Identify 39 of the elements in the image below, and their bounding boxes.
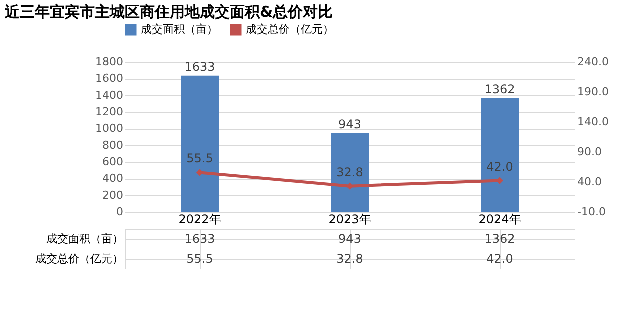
y2-tick-label: 140.0	[578, 116, 609, 128]
y2-tick-label: 90.0	[578, 146, 602, 158]
text: 42.0	[486, 160, 514, 174]
y-tick-label: 1400	[96, 88, 124, 102]
text: 1633	[184, 60, 216, 74]
y2-tick-label: 40.0	[578, 176, 602, 188]
x-tick-label: 2023年	[328, 212, 372, 226]
y-tick-label: 1600	[96, 72, 124, 86]
y-tick-label: 400	[102, 172, 124, 186]
y-tick-label: 200	[102, 188, 124, 202]
x-tick-label: 2024年	[478, 212, 522, 226]
data-label: 943	[338, 232, 362, 246]
text: 成交总价（亿元）	[36, 252, 124, 266]
text: 943	[338, 117, 362, 132]
y-tick-label: 600	[102, 156, 124, 168]
data-label: 42.0	[486, 252, 514, 266]
legend-label: 成交总价（亿元）	[246, 23, 334, 36]
text: 1362	[484, 82, 516, 96]
bar	[181, 76, 219, 212]
y-tick-label: 0	[116, 206, 124, 218]
y-tick-label: 1000	[96, 122, 124, 136]
y-tick-label: 1200	[96, 106, 124, 118]
y-tick-label: 800	[102, 138, 124, 152]
data-label: 1362	[484, 232, 516, 246]
y-tick-label: 1800	[96, 56, 124, 68]
text: 成交面积（亩）	[46, 232, 124, 246]
text: 32.8	[336, 165, 364, 180]
y2-tick-label: 240.0	[578, 56, 609, 68]
data-label: 55.5	[186, 252, 214, 266]
data-label: 32.8	[336, 252, 364, 266]
data-label: 1633	[184, 232, 216, 246]
x-tick-label: 2022年	[178, 212, 222, 226]
y2-tick-label: 190.0	[578, 86, 609, 98]
bar	[481, 98, 519, 212]
text: 55.5	[186, 152, 214, 166]
legend-label: 成交面积（亩）	[141, 23, 218, 36]
y2-tick-label: -10.0	[578, 206, 606, 218]
chart-title: 近三年宜宾市主城区商住用地成交面积&总价对比	[4, 3, 334, 21]
bar	[331, 133, 369, 212]
